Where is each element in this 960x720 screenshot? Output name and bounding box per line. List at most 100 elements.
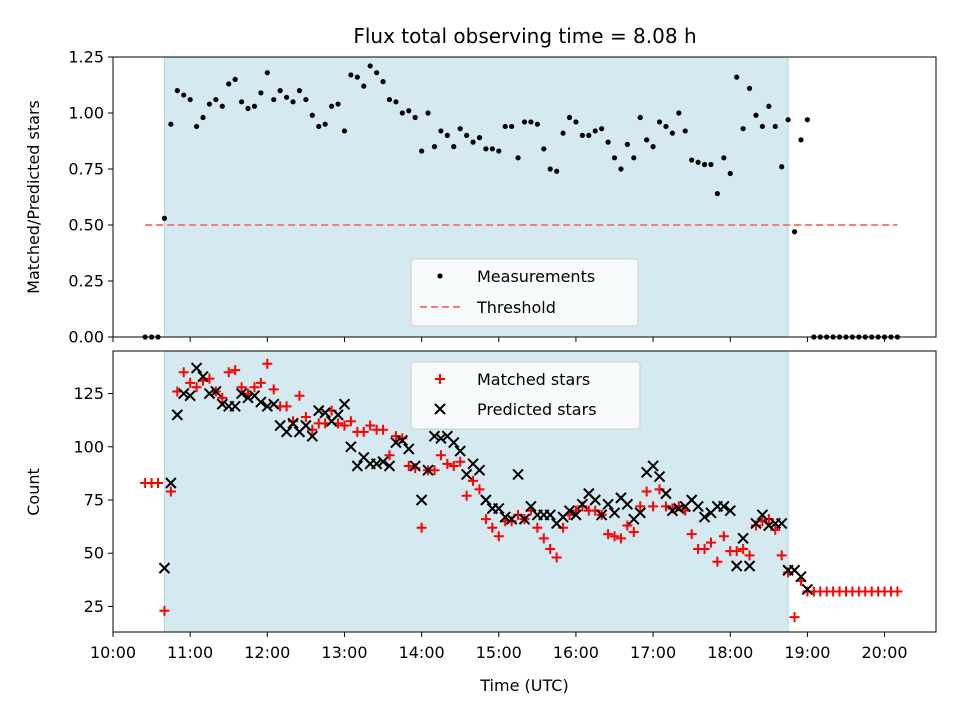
y-tick-label: 1.25 [68, 48, 104, 67]
y-tick-label: 0.75 [68, 160, 104, 179]
matched-star-point [461, 490, 472, 501]
matched-star-point [551, 552, 562, 563]
measurement-point [258, 90, 264, 96]
predicted-star-point [351, 460, 364, 472]
predicted-star-point [666, 504, 679, 517]
measurement-point [689, 157, 695, 163]
matched-star-point [603, 529, 614, 540]
measurement-point [457, 126, 463, 132]
x-tick-label: 14:00 [399, 643, 445, 662]
predicted-star-point [370, 458, 383, 470]
measurements-legend-label: Measurements [477, 267, 595, 286]
measurement-point [380, 79, 386, 85]
top-y-ticks: 0.00 0.25 0.50 0.75 1.00 1.25 [68, 48, 113, 347]
predicted-star-point [653, 470, 666, 483]
measurement-point [566, 114, 573, 121]
matched-star-point [178, 367, 189, 378]
measurement-point [419, 148, 425, 154]
matched-star-point [403, 460, 414, 471]
measurement-point [219, 103, 225, 109]
predicted-star-point [229, 400, 241, 413]
y-tick-label: 50 [84, 544, 104, 563]
measurement-point [341, 128, 348, 134]
measurement-point [406, 108, 412, 114]
matched-star-point [493, 531, 504, 542]
predicted-star-point [544, 509, 556, 521]
x-tick-label: 12:00 [244, 643, 290, 662]
measurement-point [785, 117, 791, 123]
predicted-star-point [737, 532, 749, 545]
matched-star-point [185, 377, 196, 388]
predicted-star-point [338, 398, 351, 410]
predicted-star-point [775, 517, 788, 530]
top-legend: Measurements Threshold [410, 258, 639, 327]
matched-stars-legend-label: Matched stars [477, 370, 590, 389]
matched-star-point [268, 384, 279, 395]
measurement-point [367, 63, 373, 69]
matched-star-point [699, 543, 710, 554]
measurement-point [579, 132, 585, 138]
measurement-point [412, 114, 418, 121]
measurement-point [547, 166, 553, 172]
measurement-point [451, 144, 457, 150]
predicted-star-point [390, 436, 402, 449]
predicted-star-point [563, 504, 576, 517]
matched-star-point [442, 458, 453, 469]
measurement-point [766, 103, 772, 109]
x-tick-label: 10:00 [90, 643, 136, 662]
predicted-star-point [171, 409, 184, 421]
predicted-star-point [197, 370, 209, 383]
measurement-point [329, 103, 335, 109]
predicted-star-point [634, 507, 646, 519]
matched-star-point [744, 550, 755, 561]
measurement-point [438, 128, 444, 134]
predicted-star-point [235, 387, 248, 400]
measurement-point [656, 119, 663, 125]
predicted-star-point [448, 436, 460, 449]
x-tick-label: 20:00 [862, 643, 908, 662]
measurement-point [193, 123, 200, 130]
predicted-star-point [589, 494, 601, 506]
matched-star-point [474, 484, 485, 495]
y-tick-label: 0.25 [68, 272, 104, 291]
measurement-point [708, 161, 714, 168]
predicted-star-point [415, 494, 428, 506]
bottom-legend: Matched stars Predicted stars [410, 361, 641, 430]
measurement-point [181, 92, 187, 98]
matched-star-point [255, 377, 266, 388]
measurement-point [348, 72, 354, 78]
predicted-star-point [795, 570, 807, 583]
measurement-point [534, 121, 540, 127]
predicted-star-point [763, 519, 775, 532]
measurement-point [483, 146, 489, 152]
measurement-point [399, 110, 405, 116]
predicted-star-point [190, 362, 203, 374]
predicted-star-point [287, 417, 299, 430]
predicted-star-point [377, 455, 389, 468]
matched-star-point [435, 450, 446, 461]
matched-star-point [159, 605, 170, 616]
predicted-star-point [801, 583, 814, 596]
x-tick-label: 13:00 [321, 643, 367, 662]
predicted-star-point [280, 426, 293, 438]
predicted-star-point [698, 511, 711, 523]
measurement-point [759, 123, 765, 130]
matched-star-point [609, 531, 620, 542]
top-legend-box [410, 258, 639, 327]
measurement-point [187, 96, 193, 103]
measurement-point [676, 110, 682, 116]
measurement-point [521, 119, 528, 125]
predicted-star-point [319, 407, 331, 419]
matched-star-point [345, 416, 356, 427]
measurement-point [509, 123, 515, 130]
measurement-point [168, 121, 174, 127]
measurement-point [541, 146, 547, 152]
predicted-star-point [493, 502, 505, 515]
measurement-point [650, 144, 656, 150]
top-panel: 0.00 0.25 0.50 0.75 1.00 1.25 Matched/Predict… [24, 48, 937, 347]
matched-star-point [738, 543, 749, 554]
measurement-point [444, 132, 450, 138]
x-axis-label: Time (UTC) [479, 676, 568, 695]
bottom-x-ticks: 10:00 11:00 12:00 13:00 14:00 15:00 16:00 17:00… [90, 632, 908, 662]
top-axes-frame [112, 56, 937, 338]
